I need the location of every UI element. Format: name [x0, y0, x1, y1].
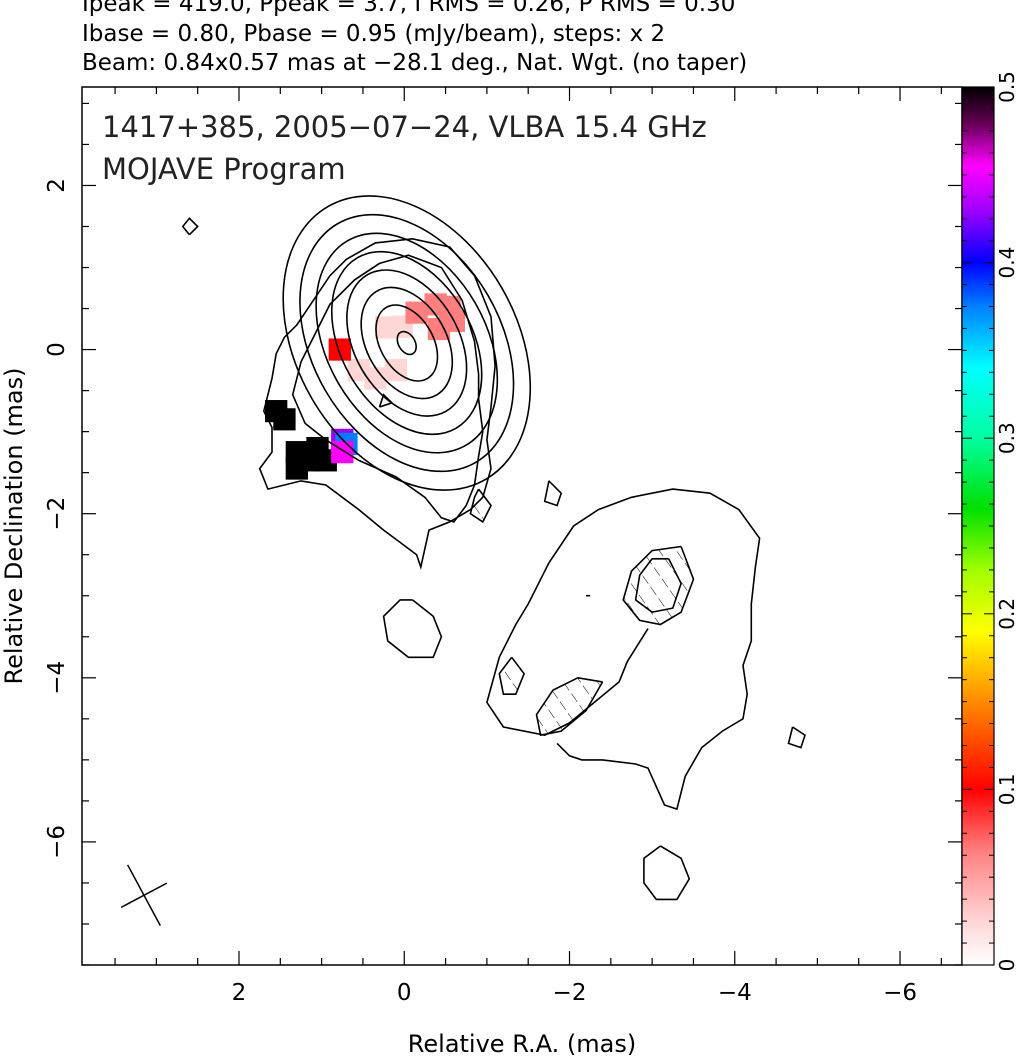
header-line-1: Ipeak = 419.0, Ppeak = 3.7, I RMS = 0.26… [82, 0, 736, 17]
y-tick-label: −2 [44, 497, 70, 531]
header-line-2: Ibase = 0.80, Pbase = 0.95 (mJy/beam), s… [82, 21, 666, 47]
x-tick-label: 2 [232, 980, 247, 1006]
outer-contour [498, 656, 526, 695]
pol-pixel [273, 408, 296, 431]
hatched-region [536, 677, 603, 736]
outer-contour [291, 254, 484, 523]
y-axis-label: Relative Declination (mas) [0, 367, 28, 684]
outer-contour [622, 545, 695, 626]
outer-contour [643, 845, 691, 901]
outer-contour [486, 488, 761, 811]
colorbar-tick-label: 0.4 [995, 247, 1019, 279]
colorbar-tick-label: 0.5 [995, 71, 1019, 103]
y-tick-label: −4 [44, 661, 70, 695]
core-contour [360, 286, 454, 400]
plot-title: 1417+385, 2005−07−24, VLBA 15.4 GHz [102, 110, 707, 144]
hatched-regions [470, 489, 694, 736]
core-contour [396, 330, 417, 356]
x-axis-ticks: 2 0 −2 −4 −6 [114, 87, 942, 1006]
y-tick-label: −6 [44, 825, 70, 859]
y-tick-label: 2 [44, 178, 70, 193]
core-contour [330, 250, 483, 436]
outer-contour [378, 393, 394, 408]
outer-contour [543, 480, 563, 507]
plot-frame [81, 86, 963, 966]
pol-pixel [427, 317, 451, 341]
beam-cross [120, 864, 168, 927]
outer-contour [181, 217, 199, 236]
core-contour [346, 269, 468, 417]
x-axis-label: Relative R.A. (mas) [408, 1030, 636, 1058]
colorbar-tick-label: 0.2 [995, 598, 1019, 630]
pol-pixel [285, 441, 308, 464]
core-contour [315, 232, 499, 454]
contours [181, 195, 806, 901]
x-tick-label: −4 [718, 980, 752, 1006]
plot-subtitle: MOJAVE Program [102, 152, 346, 186]
x-tick-label: −2 [553, 980, 587, 1006]
core-contour [375, 304, 439, 382]
header-line-3: Beam: 0.84x0.57 mas at −28.1 deg., Nat. … [82, 50, 748, 76]
pol-pixel [328, 338, 351, 361]
outer-contour [787, 726, 806, 749]
outer-contour [258, 237, 496, 570]
x-tick-label: 0 [397, 980, 412, 1006]
outer-contour [634, 558, 682, 614]
core-contour [282, 195, 532, 491]
outer-contour [469, 488, 492, 524]
x-tick-label: −6 [883, 980, 917, 1006]
pol-pixel [347, 359, 370, 382]
colorbar-tick-label: 0.1 [995, 773, 1019, 805]
colorbar-ticks: 0 0.1 0.2 0.3 0.4 0.5 [962, 71, 1019, 971]
y-tick-label: 0 [44, 342, 70, 357]
beam-minor-axis [120, 882, 168, 909]
pol-pixel [405, 301, 428, 324]
hatched-region [623, 546, 694, 625]
colorbar-tick-label: 0.3 [995, 422, 1019, 454]
outer-contour [535, 676, 604, 737]
core-contour [299, 213, 515, 473]
y-axis-ticks: 2 0 −2 −4 −6 [44, 102, 962, 966]
outer-contour [382, 599, 443, 659]
hatched-region [470, 489, 491, 522]
colorbar-tick-label: 0 [995, 959, 1019, 972]
